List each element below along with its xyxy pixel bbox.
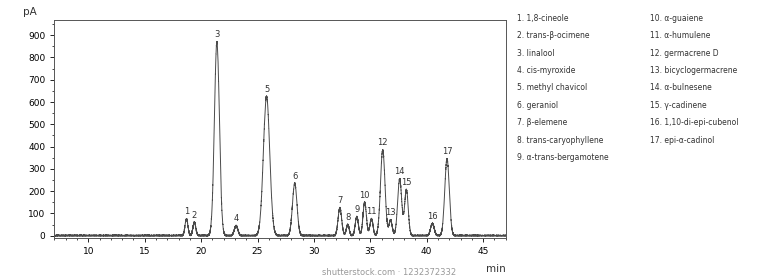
- Text: 13. bicyclogermacrene: 13. bicyclogermacrene: [650, 66, 737, 75]
- Text: 10. α-guaiene: 10. α-guaiene: [650, 14, 703, 23]
- Text: 16. 1,10-di-epi-cubenol: 16. 1,10-di-epi-cubenol: [650, 118, 738, 127]
- Text: 16: 16: [427, 212, 438, 221]
- Text: 9. α-trans-bergamotene: 9. α-trans-bergamotene: [517, 153, 609, 162]
- Text: 3. linalool: 3. linalool: [517, 49, 555, 58]
- Text: 5. methyl chavicol: 5. methyl chavicol: [517, 83, 587, 92]
- Text: 14: 14: [394, 167, 405, 176]
- Text: 12: 12: [377, 138, 388, 147]
- Text: min: min: [486, 264, 506, 274]
- Text: 2: 2: [191, 211, 197, 220]
- Text: 1. 1,8-cineole: 1. 1,8-cineole: [517, 14, 569, 23]
- Text: 6. geraniol: 6. geraniol: [517, 101, 559, 110]
- Text: 14. α-bulnesene: 14. α-bulnesene: [650, 83, 711, 92]
- Text: 17. epi-α-cadinol: 17. epi-α-cadinol: [650, 136, 714, 144]
- Text: 3: 3: [214, 30, 219, 39]
- Text: 9: 9: [354, 205, 359, 214]
- Text: 6: 6: [292, 172, 297, 181]
- Text: 7. β-elemene: 7. β-elemene: [517, 118, 568, 127]
- Text: 1: 1: [184, 207, 189, 216]
- Text: 13: 13: [385, 209, 396, 218]
- Text: 4: 4: [233, 214, 239, 223]
- Text: 8. trans-caryophyllene: 8. trans-caryophyllene: [517, 136, 604, 144]
- Text: shutterstock.com · 1232372332: shutterstock.com · 1232372332: [322, 268, 456, 277]
- Text: 5: 5: [264, 85, 269, 94]
- Text: 17: 17: [442, 147, 452, 156]
- Text: pA: pA: [23, 7, 37, 17]
- Text: 4. cis-myroxide: 4. cis-myroxide: [517, 66, 576, 75]
- Text: 11. α-humulene: 11. α-humulene: [650, 31, 710, 40]
- Text: 12. germacrene D: 12. germacrene D: [650, 49, 718, 58]
- Text: 15. γ-cadinene: 15. γ-cadinene: [650, 101, 706, 110]
- Text: 15: 15: [401, 178, 412, 187]
- Text: 10: 10: [359, 191, 370, 200]
- Text: 11: 11: [366, 207, 377, 216]
- Text: 8: 8: [345, 213, 350, 222]
- Text: 2. trans-β-ocimene: 2. trans-β-ocimene: [517, 31, 590, 40]
- Text: 7: 7: [337, 196, 342, 205]
